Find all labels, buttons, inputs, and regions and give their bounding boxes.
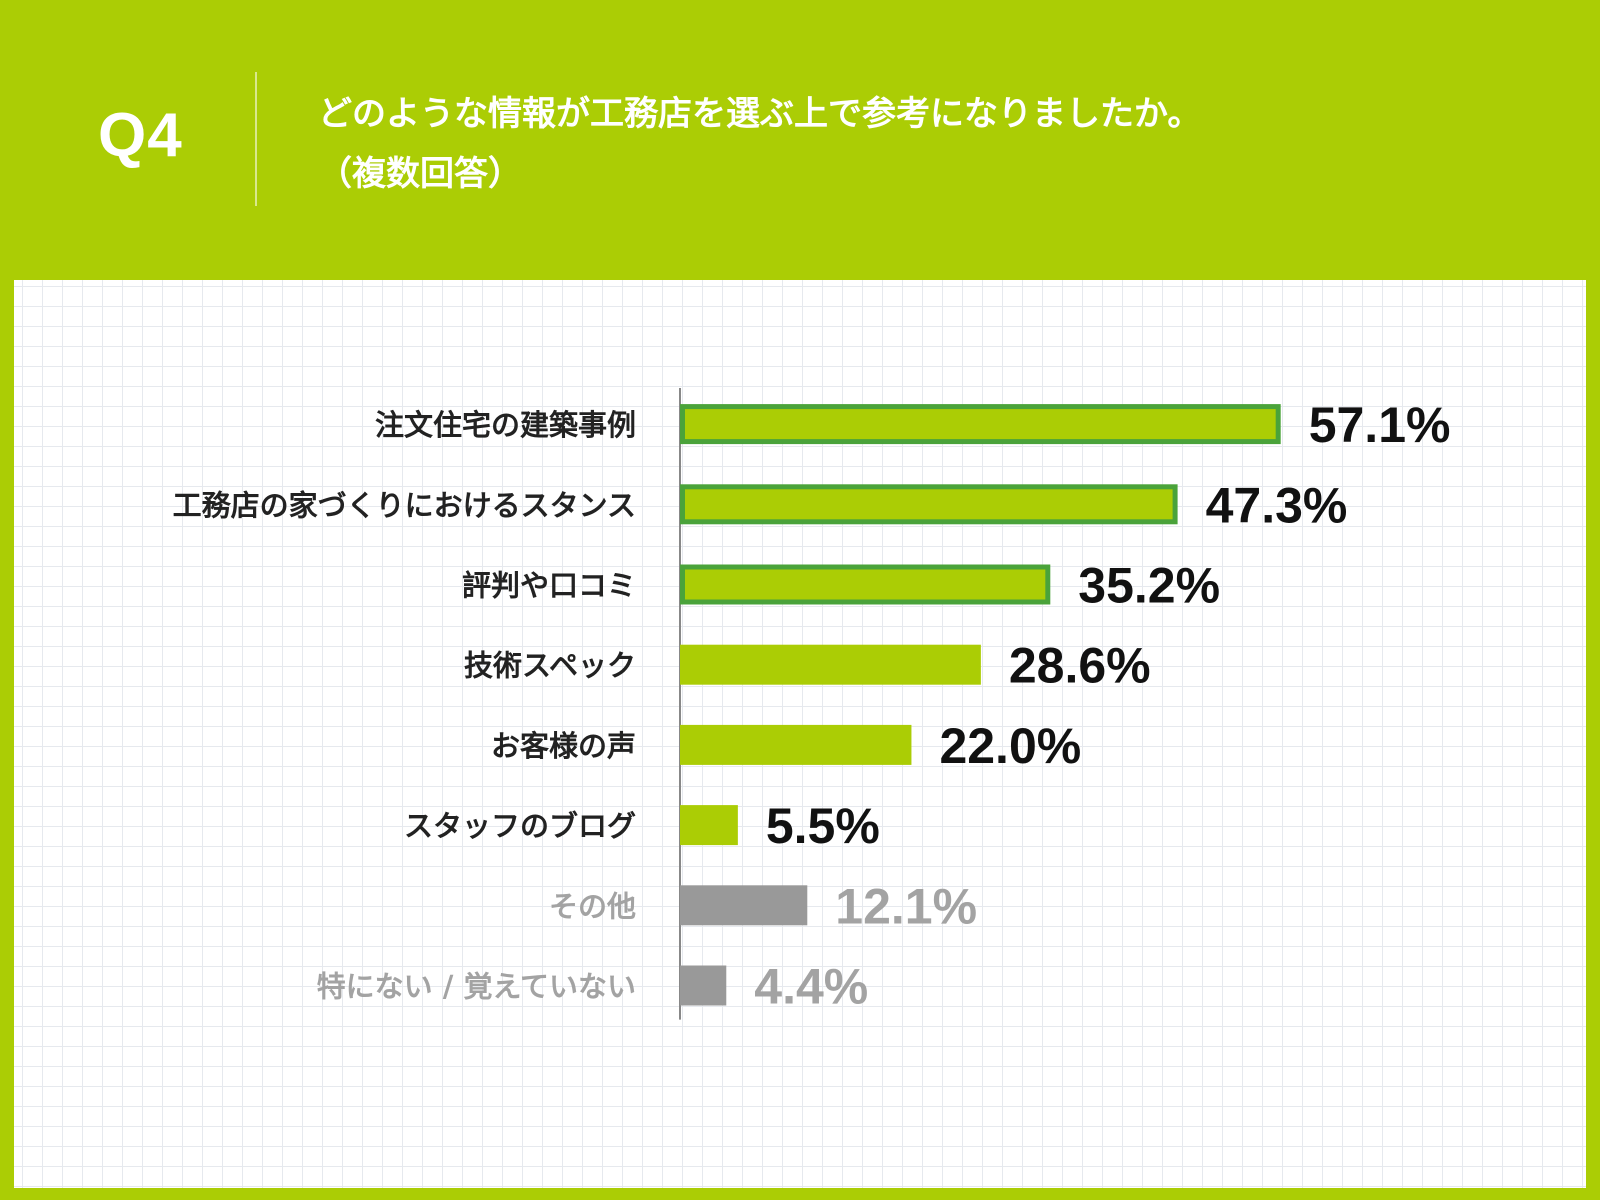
category-label-3: 評判や口コミ bbox=[462, 569, 636, 603]
category-label-8: 特にない / 覚えていない bbox=[317, 970, 636, 1004]
value-label-6: 5.5% bbox=[766, 798, 880, 854]
question-header: Q4 どのような情報が工務店を選ぶ上で参考になりましたか。 （複数回答） bbox=[0, 0, 1600, 280]
question-number: Q4 bbox=[98, 101, 183, 170]
bar-8 bbox=[680, 965, 727, 1006]
bar-2 bbox=[680, 484, 1178, 525]
chart-panel: 注文住宅の建築事例 57.1% 工務店の家づくりにおけるスタンス 47.3% 評判や口コ… bbox=[14, 280, 1586, 1188]
category-label-2: 工務店の家づくりにおけるスタンス bbox=[173, 488, 636, 522]
value-label-5: 22.0% bbox=[939, 718, 1081, 774]
value-label-4: 28.6% bbox=[1009, 638, 1151, 694]
bar-6 bbox=[680, 805, 738, 846]
question-text: どのような情報が工務店を選ぶ上で参考になりましたか。 （複数回答） bbox=[318, 84, 1201, 204]
category-label-1: 注文住宅の建築事例 bbox=[375, 408, 636, 442]
category-label-4: 技術スペック bbox=[464, 649, 636, 683]
header-divider bbox=[255, 72, 257, 206]
value-label-8: 4.4% bbox=[754, 959, 868, 1015]
bar-4 bbox=[680, 644, 981, 685]
value-label-2: 47.3% bbox=[1206, 477, 1348, 533]
bar-7 bbox=[680, 885, 808, 926]
value-label-1: 57.1% bbox=[1309, 397, 1451, 453]
category-label-5: お客様の声 bbox=[491, 729, 636, 763]
category-label-7: その他 bbox=[549, 889, 636, 923]
bar-3 bbox=[680, 564, 1051, 605]
bar-1 bbox=[680, 404, 1281, 445]
value-label-7: 12.1% bbox=[835, 878, 977, 934]
bar-5 bbox=[680, 724, 912, 765]
question-text-line2: （複数回答） bbox=[318, 154, 522, 194]
value-label-3: 35.2% bbox=[1078, 558, 1220, 614]
bar-chart: 注文住宅の建築事例 57.1% 工務店の家づくりにおけるスタンス 47.3% 評判や口コ… bbox=[173, 388, 1451, 1020]
question-text-line1: どのような情報が工務店を選ぶ上で参考になりましたか。 bbox=[318, 94, 1202, 134]
category-label-6: スタッフのブログ bbox=[404, 809, 636, 843]
